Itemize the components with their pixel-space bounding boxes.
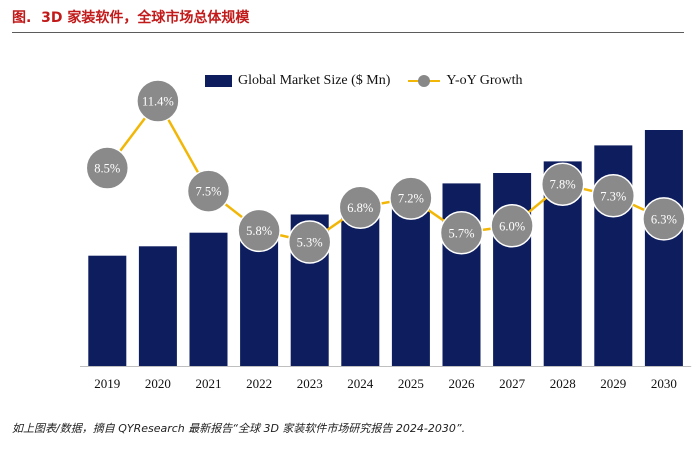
x-tick-label-2026: 2026	[449, 376, 476, 391]
growth-label-2027: 6.0%	[499, 219, 525, 233]
bar-2020	[138, 246, 177, 366]
x-tick-label-2019: 2019	[94, 376, 120, 391]
legend-label-growth: Y-oY Growth	[446, 73, 523, 88]
growth-marker-2027	[490, 204, 534, 248]
growth-marker-2019	[85, 146, 130, 190]
bar-2021	[189, 232, 228, 366]
growth-label-2019: 8.5%	[94, 162, 120, 176]
growth-label-2024: 6.8%	[347, 201, 373, 215]
x-tick-label-2029: 2029	[600, 376, 626, 391]
growth-label-2028: 7.8%	[550, 178, 576, 192]
bar-2025	[391, 195, 430, 366]
growth-marker-2024	[338, 185, 383, 230]
growth-label-2021: 7.5%	[195, 185, 221, 199]
growth-marker-2025	[389, 176, 433, 220]
growth-label-2025: 7.2%	[398, 192, 424, 206]
x-tick-label-2030: 2030	[651, 376, 677, 391]
growth-marker-2021	[186, 169, 231, 213]
growth-marker-2029	[591, 174, 636, 218]
figure-label: 图.	[12, 10, 32, 26]
legend-label-market-size: Global Market Size ($ Mn)	[238, 73, 391, 88]
figure-title: 图. 3D 家装软件，全球市场总体规模	[12, 8, 684, 33]
legend-bar-swatch	[205, 75, 232, 87]
bar-2027	[493, 173, 532, 366]
x-tick-label-2025: 2025	[398, 376, 424, 391]
growth-marker-2022	[237, 208, 281, 253]
legend-item-market-size: Global Market Size ($ Mn)	[205, 73, 390, 89]
growth-label-2023: 5.3%	[297, 236, 323, 250]
growth-marker-2020	[136, 79, 180, 123]
legend-item-growth: Y-oY Growth	[408, 73, 523, 89]
figure-title-text: 3D 家装软件，全球市场总体规模	[41, 10, 250, 26]
x-tick-label-2021: 2021	[196, 376, 222, 391]
x-tick-label-2028: 2028	[550, 376, 576, 391]
chart-legend: Global Market Size ($ Mn) Y-oY Growth	[205, 70, 541, 92]
growth-label-2030: 6.3%	[651, 212, 677, 226]
bar-2019	[88, 255, 127, 366]
growth-label-2026: 5.7%	[448, 226, 474, 240]
growth-label-2022: 5.8%	[246, 224, 272, 238]
growth-marker-2023	[287, 220, 332, 264]
growth-marker-2026	[439, 211, 484, 255]
x-tick-label-2023: 2023	[297, 376, 323, 391]
bar-2026	[442, 183, 481, 366]
x-tick-label-2022: 2022	[246, 376, 272, 391]
growth-marker-2028	[540, 162, 585, 206]
growth-label-2029: 7.3%	[600, 189, 626, 203]
bar-2030	[644, 130, 683, 366]
legend-line-swatch	[408, 74, 441, 88]
x-tick-label-2024: 2024	[347, 376, 374, 391]
x-tick-label-2027: 2027	[499, 376, 526, 391]
x-tick-label-2020: 2020	[145, 376, 171, 391]
growth-label-2020: 11.4%	[142, 95, 174, 109]
bar-2024	[341, 206, 380, 366]
growth-marker-2030	[642, 197, 686, 241]
source-note: 如上图表/数据，摘自 QYResearch 最新报告“全球 3D 家装软件市场研…	[12, 422, 466, 435]
